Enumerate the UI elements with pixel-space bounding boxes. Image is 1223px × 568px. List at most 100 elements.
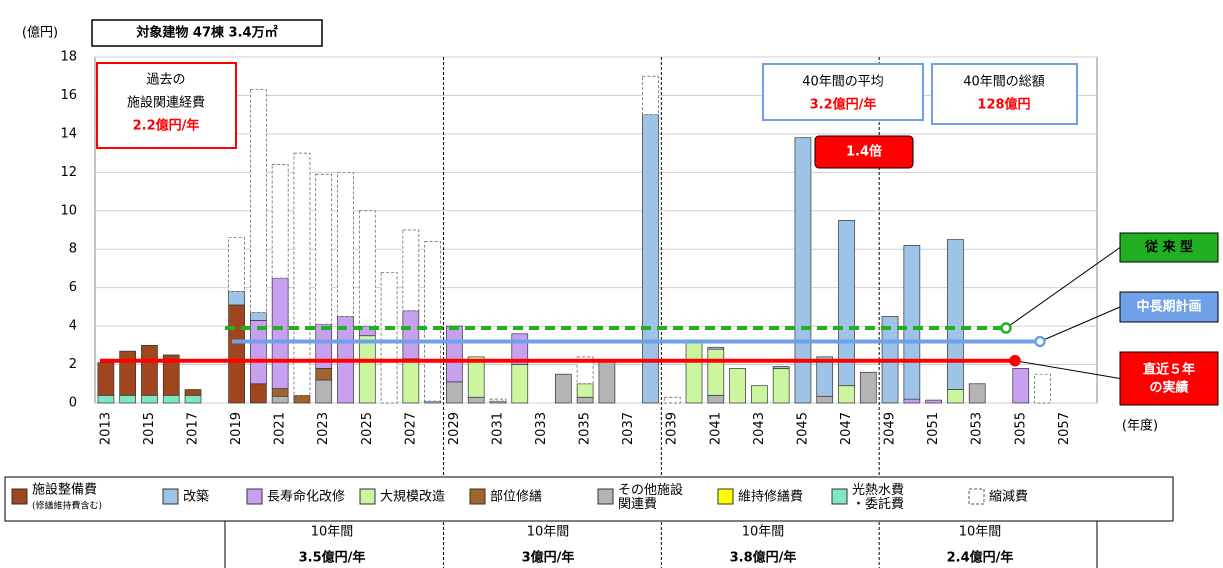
bar-segment xyxy=(598,360,616,404)
annotation: 1.4倍 xyxy=(846,144,882,160)
bar-segment xyxy=(184,389,202,396)
reference-label: 従 来 型 xyxy=(1144,239,1193,255)
bar-segment xyxy=(838,385,855,404)
reference-marker xyxy=(1000,322,1012,334)
bar-segment xyxy=(511,364,529,404)
x-tick-label: 2027 xyxy=(403,412,418,445)
bar-segment xyxy=(489,398,507,402)
x-tick-label: 2041 xyxy=(708,412,723,445)
legend-swatch xyxy=(469,488,486,505)
bar-segment xyxy=(315,379,333,404)
x-tick-label: 2057 xyxy=(1057,412,1072,445)
x-tick-label: 2033 xyxy=(534,412,549,445)
title-box xyxy=(91,19,323,47)
y-tick-label: 2 xyxy=(69,357,77,372)
annotation: 128億円 xyxy=(977,97,1030,113)
x-tick-label: 2039 xyxy=(665,412,680,445)
x-tick-label: 2019 xyxy=(229,412,244,445)
leader-line xyxy=(1005,247,1121,329)
bar-segment xyxy=(663,396,681,404)
decade-label: 10年間 xyxy=(742,525,785,540)
bar-segment xyxy=(119,350,137,396)
legend-swatch xyxy=(968,488,985,505)
bar-segment xyxy=(685,341,703,404)
bar-segment xyxy=(162,354,180,396)
legend-label: 縮減費 xyxy=(989,489,1028,505)
reference-label-box xyxy=(1119,291,1219,323)
plot: 0 2 4 6 8 10 12 14 16 18 2013 2015 2017 2019 2021 2023 2… xyxy=(60,50,1098,568)
bar-segment xyxy=(576,396,594,404)
bar-segment xyxy=(1034,373,1051,404)
bar-segment xyxy=(271,388,289,397)
bar-segment xyxy=(816,395,834,404)
x-tick-label: 2037 xyxy=(621,412,636,445)
legend-label: 改築 xyxy=(183,490,209,505)
reference-label-box xyxy=(1119,232,1219,263)
bar-segment xyxy=(751,385,768,404)
bar-segment xyxy=(903,398,921,404)
bar-segment xyxy=(97,362,115,396)
reference-label-box xyxy=(1119,351,1219,406)
x-tick-label: 2013 xyxy=(98,412,113,445)
legend-swatch xyxy=(359,488,376,505)
bar-segment xyxy=(772,366,790,369)
x-unit: (年度) xyxy=(1122,418,1158,434)
bar-segment xyxy=(402,310,420,360)
decade-label: 10年間 xyxy=(959,525,1002,540)
x-tick-label: 2015 xyxy=(142,412,157,445)
reference-marker xyxy=(1009,354,1021,367)
bar-segment xyxy=(554,373,572,404)
x-tick-label: 2051 xyxy=(926,412,941,445)
bar-segment xyxy=(271,277,289,389)
legend-label: 維持修繕費 xyxy=(738,489,803,505)
bar-segment xyxy=(968,383,986,404)
bar-segment xyxy=(250,89,267,314)
bar-segment xyxy=(816,356,834,397)
bar-segment xyxy=(293,394,311,404)
bar-segment xyxy=(97,394,115,404)
bar-segment xyxy=(141,394,158,404)
annotation: 3.2億円/年 xyxy=(810,97,877,113)
bar-segment xyxy=(293,152,311,396)
legend-label: その他施設関連費 xyxy=(618,482,683,512)
x-tick-label: 2017 xyxy=(186,412,201,445)
bar-segment xyxy=(576,383,594,398)
bar-segment xyxy=(1012,368,1030,404)
bar-segment xyxy=(794,137,812,404)
bar-segment xyxy=(119,394,137,404)
annotation-box xyxy=(814,135,914,169)
bar-segment xyxy=(947,239,964,390)
bar-segment xyxy=(947,389,964,404)
bar-segment xyxy=(838,220,855,387)
x-tick-label: 2053 xyxy=(970,412,985,445)
bar-segment xyxy=(707,346,725,350)
legend-label: 光熱水費・委託費 xyxy=(852,483,904,512)
bar-segment xyxy=(250,383,267,404)
legend-label: 長寿命化改修 xyxy=(267,489,345,505)
leader-line xyxy=(1014,360,1121,379)
bar-segment xyxy=(358,210,376,327)
annotation: 2.2億円/年 xyxy=(133,118,200,134)
y-tick-label: 14 xyxy=(60,126,77,141)
legend-label: 大規模改造 xyxy=(380,490,445,505)
y-tick-label: 0 xyxy=(69,396,77,411)
legend-swatch xyxy=(246,488,263,505)
bar-segment xyxy=(250,312,267,321)
legend-swatch xyxy=(11,488,28,505)
y-tick-label: 12 xyxy=(60,165,77,180)
y-tick-label: 4 xyxy=(69,319,77,334)
y-tick-label: 18 xyxy=(60,50,77,65)
bar-segment xyxy=(228,291,245,306)
bar-segment xyxy=(642,75,659,116)
decade-value: 3億円/年 xyxy=(522,550,575,566)
bar-segment xyxy=(424,241,441,402)
bar-segment xyxy=(467,396,485,404)
bar-segment xyxy=(315,173,333,325)
reference-label: 直近５年の実績 xyxy=(1143,361,1195,395)
reference-marker xyxy=(1034,335,1046,348)
decade-label: 10年間 xyxy=(311,525,354,540)
decade-value: 3.8億円/年 xyxy=(730,550,797,566)
